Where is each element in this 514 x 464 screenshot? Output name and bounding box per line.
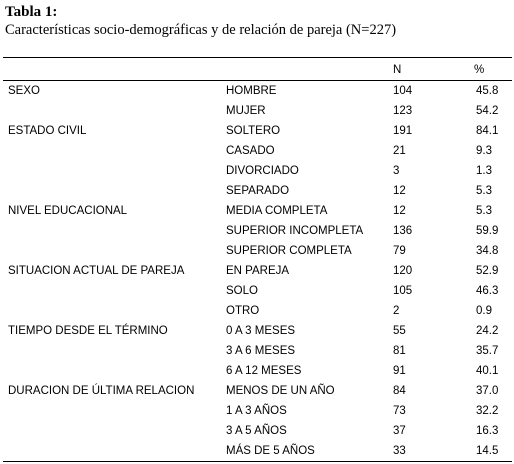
percent: 14.5	[476, 445, 499, 457]
table-subtitle: Características socio-demográficas y de …	[5, 22, 397, 38]
category: SUPERIOR COMPLETA	[226, 245, 352, 257]
category: 0 A 3 MESES	[226, 325, 296, 337]
category: MUJER	[226, 105, 266, 117]
percent: 9.3	[476, 145, 492, 157]
count: 136	[393, 225, 413, 237]
bottom-rule	[3, 461, 512, 462]
group-label: SEXO	[8, 85, 40, 97]
category: MÁS DE 5 AÑOS	[226, 445, 315, 457]
category: 3 A 6 MESES	[226, 345, 296, 357]
count: 12	[393, 185, 406, 197]
percent: 45.8	[476, 85, 499, 97]
category: SOLTERO	[226, 125, 281, 137]
group-label: NIVEL EDUCACIONAL	[8, 205, 128, 217]
count: 81	[393, 345, 406, 357]
count: 79	[393, 245, 406, 257]
table-title: Tabla 1:	[5, 4, 58, 20]
percent: 46.3	[476, 285, 499, 297]
column-header: %	[474, 64, 485, 76]
count: 104	[393, 85, 413, 97]
percent: 35.7	[476, 345, 499, 357]
group-label: SITUACION ACTUAL DE PAREJA	[8, 265, 185, 277]
count: 3	[393, 165, 400, 177]
count: 191	[393, 125, 413, 137]
count: 73	[393, 405, 406, 417]
category: DIVORCIADO	[226, 165, 299, 177]
category: 6 A 12 MESES	[226, 365, 302, 377]
percent: 24.2	[476, 325, 499, 337]
count: 33	[393, 445, 406, 457]
category: 1 A 3 AÑOS	[226, 405, 287, 417]
count: 120	[393, 265, 413, 277]
category: CASADO	[226, 145, 275, 157]
count: 2	[393, 305, 400, 317]
category: EN PAREJA	[226, 265, 290, 277]
percent: 16.3	[476, 425, 499, 437]
percent: 5.3	[476, 185, 492, 197]
percent: 40.1	[476, 365, 499, 377]
category: HOMBRE	[226, 85, 277, 97]
count: 105	[393, 285, 413, 297]
percent: 32.2	[476, 405, 499, 417]
count: 55	[393, 325, 406, 337]
category: 3 A 5 AÑOS	[226, 425, 287, 437]
group-label: ESTADO CIVIL	[8, 125, 87, 137]
percent: 52.9	[476, 265, 499, 277]
header-rule	[3, 80, 512, 81]
top-rule	[3, 57, 512, 58]
percent: 1.3	[476, 165, 492, 177]
count: 12	[393, 205, 406, 217]
count: 123	[393, 105, 413, 117]
count: 37	[393, 425, 406, 437]
category: SOLO	[226, 285, 258, 297]
percent: 84.1	[476, 125, 499, 137]
category: OTRO	[226, 305, 260, 317]
count: 91	[393, 365, 406, 377]
count: 21	[393, 145, 406, 157]
category: MENOS DE UN AÑO	[226, 385, 335, 397]
group-label: TIEMPO DESDE EL TÉRMINO	[8, 325, 168, 337]
category: SUPERIOR INCOMPLETA	[226, 225, 364, 237]
count: 84	[393, 385, 406, 397]
percent: 34.8	[476, 245, 499, 257]
percent: 54.2	[476, 105, 499, 117]
percent: 37.0	[476, 385, 499, 397]
category: MEDIA COMPLETA	[226, 205, 328, 217]
percent: 0.9	[476, 305, 492, 317]
column-header: N	[393, 64, 402, 76]
group-label: DURACION DE ÚLTIMA RELACION	[8, 385, 195, 397]
percent: 5.3	[476, 205, 492, 217]
category: SEPARADO	[226, 185, 290, 197]
percent: 59.9	[476, 225, 499, 237]
